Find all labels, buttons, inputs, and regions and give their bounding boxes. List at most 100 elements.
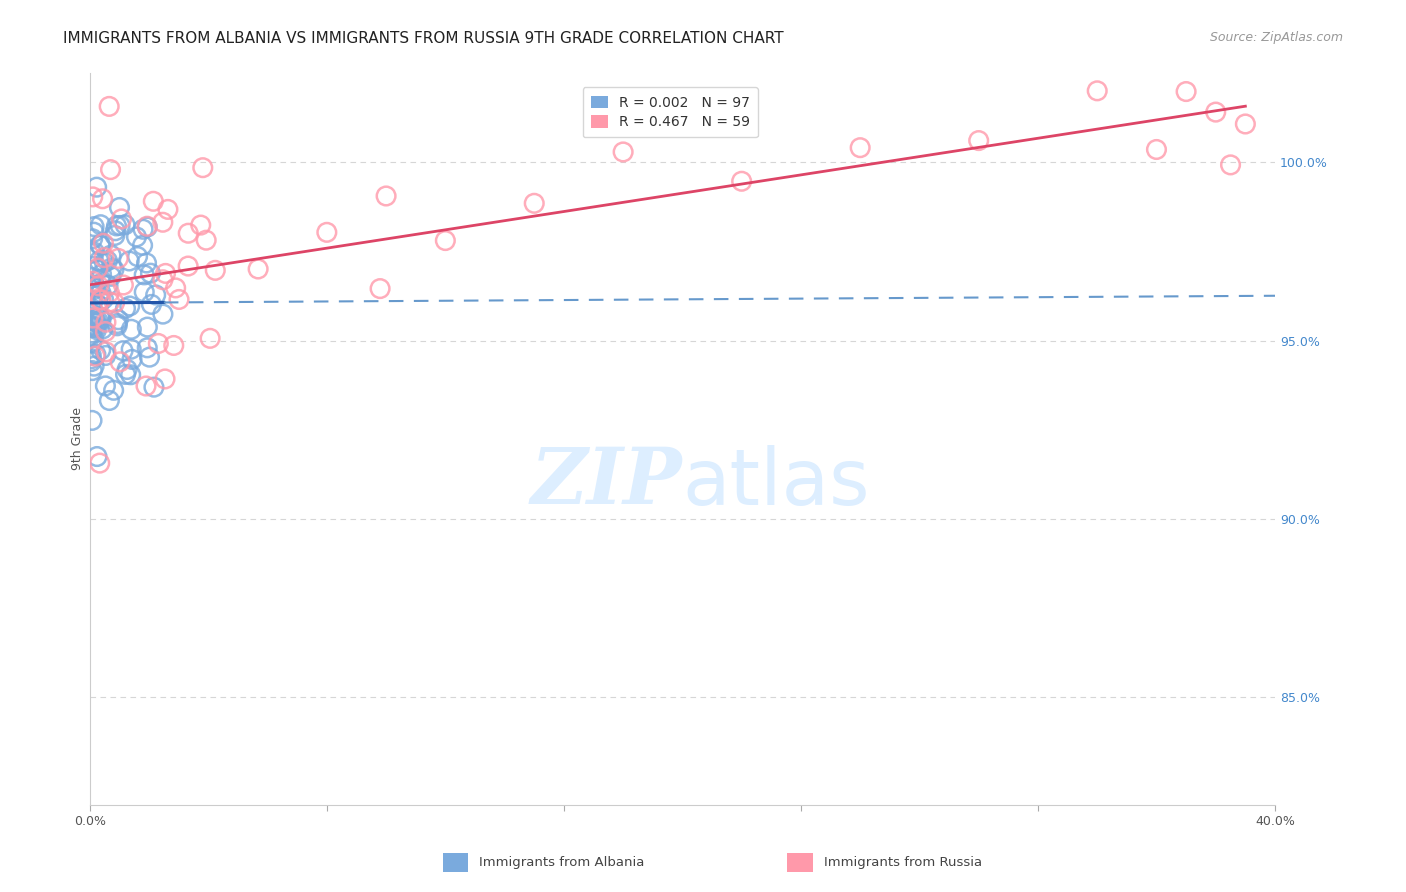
Point — [98, 294, 121, 309]
Point — [83, 278, 105, 293]
Point — [1085, 84, 1108, 98]
Point — [165, 281, 187, 295]
Point — [118, 254, 141, 268]
Point — [87, 278, 110, 293]
Point — [730, 174, 752, 188]
Point — [315, 225, 337, 239]
Point — [167, 293, 190, 307]
Point — [84, 320, 107, 334]
Point — [156, 202, 179, 217]
Point — [108, 219, 131, 233]
Point — [94, 325, 117, 339]
Point — [89, 456, 111, 470]
Y-axis label: 9th Grade: 9th Grade — [72, 408, 84, 470]
Point — [80, 413, 103, 427]
Point — [139, 266, 162, 280]
Point — [96, 253, 118, 268]
Point — [375, 189, 398, 203]
Point — [98, 285, 121, 300]
Point — [100, 269, 122, 284]
Point — [86, 180, 108, 194]
Point — [112, 278, 135, 293]
Text: atlas: atlas — [682, 444, 870, 521]
Point — [198, 331, 221, 345]
Point — [89, 293, 111, 307]
Point — [152, 273, 174, 287]
Point — [86, 316, 108, 330]
Point — [100, 260, 122, 275]
Point — [523, 196, 546, 211]
Point — [80, 246, 103, 260]
Point — [104, 224, 127, 238]
Point — [134, 285, 156, 299]
Point — [108, 355, 131, 369]
Point — [103, 384, 125, 398]
Point — [612, 145, 634, 159]
Point — [152, 307, 174, 321]
Point — [90, 218, 112, 232]
Point — [84, 315, 107, 329]
Point — [93, 236, 115, 251]
Point — [190, 218, 212, 232]
Point — [82, 280, 104, 294]
Point — [94, 315, 117, 329]
Point — [86, 323, 108, 337]
Point — [82, 311, 104, 326]
Point — [148, 336, 170, 351]
Point — [94, 344, 117, 359]
Point — [82, 331, 104, 345]
Point — [83, 260, 105, 274]
Legend: R = 0.002   N = 97, R = 0.467   N = 59: R = 0.002 N = 97, R = 0.467 N = 59 — [582, 87, 758, 137]
Point — [80, 307, 103, 321]
Point — [87, 314, 110, 328]
Point — [87, 288, 110, 302]
Point — [83, 219, 105, 234]
Point — [967, 134, 990, 148]
Point — [1205, 105, 1227, 120]
Point — [80, 310, 103, 324]
Point — [80, 328, 103, 343]
Point — [368, 282, 391, 296]
Point — [110, 211, 132, 226]
Text: Source: ZipAtlas.com: Source: ZipAtlas.com — [1209, 31, 1343, 45]
Point — [204, 263, 226, 277]
Text: Immigrants from Albania: Immigrants from Albania — [479, 856, 645, 869]
Point — [155, 267, 177, 281]
Point — [86, 262, 108, 277]
Point — [1175, 85, 1198, 99]
Point — [135, 256, 157, 270]
Point — [115, 362, 138, 376]
Point — [141, 297, 163, 311]
Point — [84, 347, 107, 361]
Point — [93, 292, 115, 306]
Point — [114, 218, 136, 232]
Point — [104, 228, 127, 243]
Point — [83, 245, 105, 260]
Point — [80, 318, 103, 333]
Point — [118, 299, 141, 313]
Point — [132, 222, 155, 236]
Point — [112, 343, 135, 358]
Point — [849, 141, 872, 155]
Point — [136, 219, 159, 234]
Point — [105, 219, 128, 233]
Point — [82, 363, 104, 377]
Point — [90, 238, 112, 252]
Point — [83, 359, 105, 374]
Point — [153, 372, 176, 386]
Point — [105, 317, 128, 331]
Point — [98, 99, 121, 113]
Point — [247, 262, 270, 277]
Point — [90, 293, 112, 307]
Point — [114, 301, 136, 316]
Point — [94, 379, 117, 393]
Point — [82, 190, 104, 204]
Text: Immigrants from Russia: Immigrants from Russia — [824, 856, 981, 869]
Point — [90, 268, 112, 282]
Point — [1234, 117, 1257, 131]
Point — [177, 226, 200, 240]
Point — [80, 318, 103, 333]
Point — [90, 343, 112, 357]
Point — [121, 352, 143, 367]
Point — [82, 293, 104, 308]
